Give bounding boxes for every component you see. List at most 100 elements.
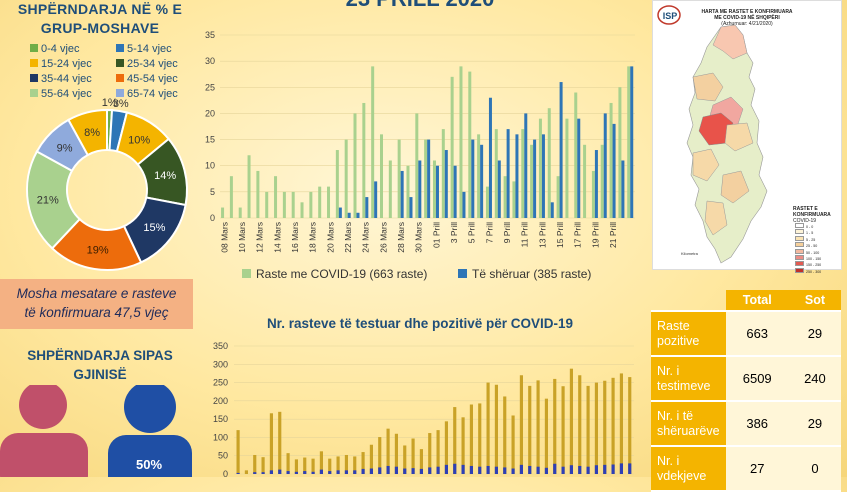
positive-bar (553, 463, 557, 474)
female-icon (0, 385, 88, 477)
gender-title-line2: GJINISË (73, 367, 127, 382)
tests-bar (311, 458, 315, 474)
tests-bar (619, 373, 623, 474)
average-age-box: Mosha mesatare e rasteve të konfirmuara … (0, 279, 193, 329)
tests-bar (628, 377, 632, 474)
donut-slice-label: 14% (154, 170, 176, 182)
positive-bar (386, 465, 390, 474)
positive-bar (453, 463, 457, 474)
recovered-bar (427, 139, 431, 218)
age-legend-item: 25-34 vjec (116, 58, 178, 70)
donut-slice-label: 3% (113, 98, 129, 110)
age-chart-title: SHPËRNDARJA NË % E GRUP-MOSHAVE (0, 0, 200, 38)
cases-bar (318, 186, 322, 218)
y-tick-label: 50 (218, 451, 228, 461)
cases-bar (477, 134, 481, 218)
cases-bar (459, 66, 463, 218)
positive-bar (569, 465, 573, 474)
recovered-bar (630, 66, 634, 218)
cases-bar (247, 155, 251, 218)
x-tick-label: 08 Mars (219, 222, 229, 253)
cases-bar (538, 118, 542, 218)
tests-bar (586, 385, 590, 474)
cases-bar (441, 129, 445, 218)
cases-bar (556, 176, 560, 218)
age-legend-item: 55-64 vjec (30, 88, 92, 100)
stats-today-value: 29 (788, 311, 841, 357)
age-legend-label: 65-74 vjec (127, 88, 178, 100)
stats-row: Raste pozitive 663 29 (651, 311, 841, 357)
recovered-bar (488, 97, 492, 218)
cases-bar (238, 207, 242, 218)
age-legend-label: 0-4 vjec (41, 43, 80, 55)
positive-bar (294, 471, 298, 474)
y-tick-label: 350 (213, 341, 228, 351)
tests-bar (544, 398, 548, 474)
cases-bar (379, 134, 383, 218)
recovered-bar (462, 191, 466, 218)
age-legend-item: 45-54 vjec (116, 73, 178, 85)
stats-today-value: 0 (788, 446, 841, 492)
y-tick-label: 5 (210, 187, 215, 197)
cases-bar (424, 139, 428, 218)
age-legend-label: 55-64 vjec (41, 88, 92, 100)
recovered-bar (550, 202, 554, 218)
tests-bar (444, 421, 448, 474)
age-legend-label: 5-14 vjec (127, 43, 172, 55)
y-tick-label: 25 (205, 82, 215, 92)
stats-table-header: Total Sot (651, 290, 841, 312)
age-legend-label: 25-34 vjec (127, 58, 178, 70)
cases-bar (335, 150, 339, 218)
recovered-bar (577, 118, 581, 218)
recovered-bar (400, 170, 404, 218)
recovered-bar (621, 160, 625, 218)
stats-header-empty (651, 290, 726, 312)
map-legend-swatch (795, 229, 804, 235)
y-tick-label: 0 (210, 213, 215, 223)
cases-bar (291, 191, 295, 218)
age-legend-item: 0-4 vjec (30, 43, 80, 55)
stats-label-line2: testimeve (657, 378, 711, 393)
y-tick-label: 150 (213, 414, 228, 424)
map-legend-label: 150 - 250 (806, 263, 822, 268)
cases-bar (494, 129, 498, 218)
age-legend-label: 45-54 vjec (127, 73, 178, 85)
tests-bar (569, 368, 573, 474)
average-age-line1: Mosha mesatare e rasteve (16, 286, 177, 301)
recovered-bar (497, 160, 501, 218)
stats-today-value: 240 (788, 356, 841, 402)
stats-label-line2: vdekjeve (657, 468, 707, 483)
recovered-bar (506, 129, 510, 218)
positive-bar (486, 465, 490, 474)
map-legend-swatch (795, 235, 804, 241)
positive-bar (336, 470, 340, 474)
tests-chart-title: Nr. rasteve të testuar dhe pozitivë për … (266, 316, 574, 331)
tests-bar (519, 375, 523, 474)
tests-bar (528, 385, 532, 474)
tests-bar (386, 428, 390, 474)
map-legend-item: 5 - 25 (795, 235, 839, 242)
map-legend-swatch (795, 267, 804, 273)
positive-bar (328, 471, 332, 474)
donut-slice-label: 21% (37, 194, 59, 206)
donut-slice-label: 1% (102, 97, 118, 109)
stats-total-value: 386 (725, 401, 789, 447)
legend-swatch (30, 89, 38, 97)
tests-bar (611, 377, 615, 474)
recovered-bar (471, 139, 475, 218)
cases-bar (591, 170, 595, 218)
legend-recovered-label: Të shëruar (385 raste) (472, 267, 591, 281)
recovered-bar (365, 197, 369, 218)
positive-bar (394, 466, 398, 474)
x-tick-label: 7 Prill (484, 222, 494, 243)
stats-row: Nr. i vdekjeve 27 0 (651, 446, 841, 492)
cases-bar (388, 160, 392, 218)
map-legend-item: 250 - 300 (795, 267, 839, 274)
map-legend-label: 1 - 5 (806, 231, 814, 236)
positive-bar (478, 466, 482, 474)
cases-bar (432, 160, 436, 218)
tests-bar (369, 444, 373, 474)
cases-bar (503, 176, 507, 218)
donut-slice-label: 8% (84, 127, 100, 139)
